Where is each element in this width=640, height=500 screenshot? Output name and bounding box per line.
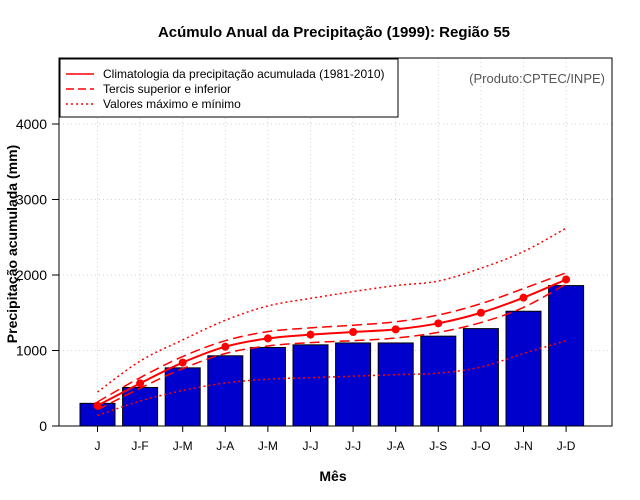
tercil-line [97, 283, 567, 411]
bar [462, 328, 499, 427]
bar [164, 367, 201, 427]
credit-text: (Produto:CPTEC/INPE) [469, 71, 605, 86]
bar [207, 355, 244, 427]
y-tick-label: 4000 [16, 116, 47, 132]
legend-label-tercis: Tercis superior e inferior [103, 82, 231, 96]
bar [377, 342, 414, 427]
x-tick-label: J-N [514, 439, 533, 453]
x-tick-label: J-J [303, 439, 319, 453]
chart-title: Acúmulo Anual da Precipitação (1999): Re… [158, 24, 510, 41]
x-tick-label: J-S [429, 439, 447, 453]
y-tick-label: 1000 [16, 343, 47, 359]
y-tick-label: 0 [39, 418, 47, 434]
plot-frame [58, 57, 613, 427]
climatology-point [178, 358, 187, 367]
bar [249, 346, 286, 427]
x-tick-label: J-A [387, 439, 405, 453]
climatology-point [306, 330, 315, 339]
climatology-point [434, 319, 443, 328]
legend: Climatologia da precipitação acumulada (… [59, 58, 399, 118]
x-tick-label: J [95, 439, 101, 453]
climatology-point [349, 328, 358, 337]
y-axis-ticks: 0 1000 2000 3000 4000 [16, 116, 59, 434]
x-tick-label: J-M [258, 439, 278, 453]
bar [420, 335, 457, 427]
x-tick-label: J-D [557, 439, 576, 453]
climatology-point [136, 379, 145, 388]
bar [292, 344, 329, 427]
y-tick-label: 3000 [16, 192, 47, 208]
grid-lines [59, 58, 612, 426]
bar [505, 310, 542, 427]
bar [335, 342, 372, 427]
legend-label-extremes: Valores máximo e mínimo [103, 97, 241, 111]
x-tick-label: J-O [471, 439, 490, 453]
y-axis-label: Precipitação acumulada (mm) [4, 145, 20, 343]
y-tick-label: 2000 [16, 267, 47, 283]
x-tick-label: J-M [173, 439, 193, 453]
climatology-point [221, 342, 230, 351]
climatology-point [519, 293, 528, 302]
bar [122, 386, 159, 427]
legend-box [59, 58, 399, 118]
legend-label-climatology: Climatologia da precipitação acumulada (… [103, 67, 385, 81]
tercil-line [97, 272, 567, 403]
x-tick-label: J-A [216, 439, 234, 453]
bar [548, 285, 585, 427]
extreme-line [97, 227, 567, 393]
extreme-line [97, 339, 567, 417]
climatology-point [93, 401, 102, 410]
x-tick-label: J-F [131, 439, 148, 453]
x-axis-label: Mês [319, 468, 346, 484]
climatology-point [391, 325, 400, 334]
series-lines [93, 227, 571, 417]
x-tick-label: J-J [345, 439, 361, 453]
x-axis-ticks: J J-F J-M J-A J-M J-J J-J J-A J-S J-O J-N J-D [95, 426, 576, 453]
climatology-point [562, 275, 571, 284]
climatology-point [476, 308, 485, 317]
climatology-point [263, 334, 272, 343]
